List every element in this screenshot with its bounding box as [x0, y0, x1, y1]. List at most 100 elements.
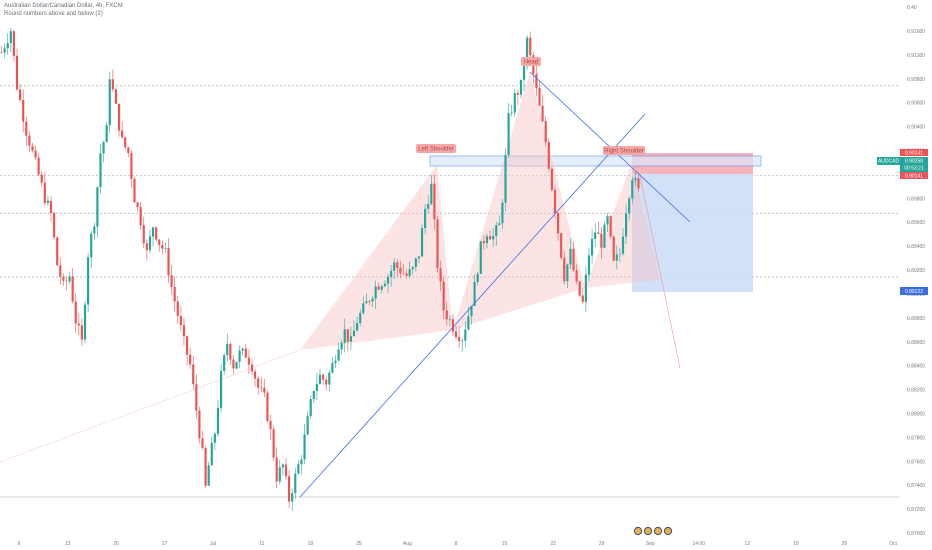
candle-down [192, 364, 195, 385]
candle-up [359, 313, 362, 324]
candle-up [414, 258, 417, 268]
time-axis[interactable]: 6 13 20 27 Jul 11 18 25 Aug 8 15 22 29 Sep 14:00 12 19 26… [18, 541, 898, 547]
candle-up [9, 31, 12, 44]
candle-up [492, 235, 495, 240]
candle-down [182, 325, 186, 337]
time-axis-tick: 27 [162, 541, 168, 547]
price-axis-tick: 0.90600 [907, 101, 925, 107]
candle-up [226, 343, 229, 356]
projection-line [0, 349, 301, 463]
candle-up [223, 355, 226, 371]
candle-up [164, 248, 167, 249]
candle-up [105, 125, 108, 143]
candle-up [371, 298, 374, 302]
right-shoulder-annotation[interactable]: Right Shoulder [603, 146, 645, 155]
candle-up [470, 305, 473, 317]
candle-down [34, 150, 37, 158]
time-axis-tick: 12 [745, 541, 751, 547]
candle-up [46, 200, 50, 204]
candle-down [263, 387, 266, 393]
time-axis-tick: 25 [356, 541, 362, 547]
candle-up [618, 253, 621, 255]
candle-up [519, 79, 523, 95]
candle-down [275, 457, 278, 482]
candle-down [49, 200, 53, 213]
candle-down [74, 301, 77, 324]
candle-up [420, 228, 424, 257]
time-axis-tick: 13 [65, 541, 71, 547]
candle-down [451, 319, 455, 332]
candle-down [439, 268, 442, 282]
candle-down [600, 233, 603, 248]
candle-up [498, 223, 501, 226]
target-projection [639, 175, 681, 369]
head-annotation[interactable]: Head [521, 57, 541, 66]
price-axis-tick: 0.89200 [907, 268, 925, 274]
candle-up [216, 407, 220, 434]
candle-up [303, 434, 306, 460]
candle-up [631, 180, 634, 199]
candle-up [241, 348, 244, 351]
candle-down [198, 410, 201, 439]
candle-down [550, 168, 553, 190]
candle-down [136, 202, 139, 208]
candle-up [461, 340, 464, 342]
price-axis[interactable]: 0.91600 0.91300 0.90800 0.90600 0.90400 0.902… [907, 29, 925, 537]
candle-up [213, 433, 216, 443]
event-flag-icon[interactable] [663, 526, 673, 536]
candle-up [590, 238, 594, 256]
event-flag-icon[interactable] [643, 526, 653, 536]
time-axis-tick: 18 [308, 541, 314, 547]
entry-price-text: 0.90141 [905, 173, 923, 179]
candle-down [405, 273, 408, 276]
candle-down [121, 130, 124, 138]
candle-up [634, 178, 637, 181]
current-symbol-text: AUDCAD [878, 159, 900, 165]
time-axis-tick: 19 [793, 541, 799, 547]
candle-up [343, 329, 346, 343]
left-shoulder-annotation[interactable]: Left Shoulder [416, 144, 456, 153]
candle-up [102, 142, 105, 154]
candle-down [325, 379, 328, 385]
candle-up [93, 226, 96, 234]
candle-up [569, 248, 572, 265]
candle-down [257, 378, 260, 388]
event-flag-icon[interactable] [633, 526, 643, 536]
event-icons[interactable] [633, 526, 673, 536]
candle-up [96, 187, 99, 227]
price-axis-tick: 0.91300 [907, 53, 925, 59]
candle-up [417, 256, 421, 259]
candle-down [155, 227, 158, 240]
indicator-label: Round numbers above and below (2) [4, 11, 103, 17]
candle-up [68, 276, 71, 282]
candle-down [12, 31, 15, 56]
candle-down [544, 121, 547, 143]
candle-up [504, 155, 507, 203]
candle-down [612, 236, 615, 261]
candle-up [566, 264, 569, 282]
candle-up [90, 233, 93, 258]
candle-up [219, 370, 223, 408]
candle-up [507, 113, 510, 156]
candle-down [253, 371, 257, 379]
entry-price-tag: 0.90141 [900, 172, 928, 179]
price-axis-tick: 0.87600 [907, 459, 925, 465]
candle-down [377, 286, 380, 290]
candle-down [170, 275, 173, 287]
price-axis-tick: 0.88000 [907, 411, 925, 417]
candle-up [281, 464, 284, 468]
price-axis-tick: 0.90400 [907, 125, 925, 131]
candle-down [597, 232, 600, 234]
candle-down [266, 392, 269, 421]
support-trendline [299, 113, 646, 498]
time-axis-tick: 29 [599, 541, 605, 547]
event-flag-icon[interactable] [653, 526, 663, 536]
candle-down [19, 89, 22, 100]
candle-down [556, 213, 560, 234]
right-shoulder-triangle [585, 162, 660, 288]
left-shoulder-label: Left Shoulder [418, 147, 454, 153]
candle-down [59, 265, 62, 277]
candle-up [522, 66, 526, 80]
candle-up [340, 342, 343, 350]
